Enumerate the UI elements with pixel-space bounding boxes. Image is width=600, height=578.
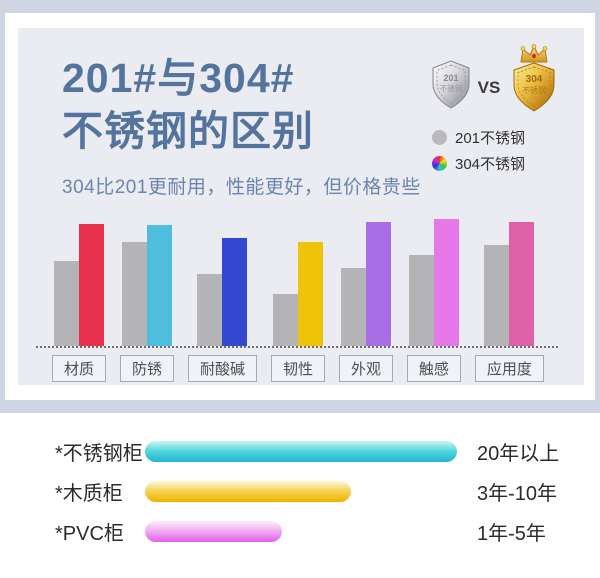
lifespan-row: *不锈钢柜 20年以上 [0,431,600,471]
bar-201 [408,255,434,346]
lifespan-label: *PVC柜 [55,522,124,545]
versus-block: 201 不锈钢 VS [416,44,576,176]
bar-304 [433,219,459,346]
bar-pair [272,216,323,346]
svg-text:不锈钢: 不锈钢 [522,85,546,95]
lifespan-bar [145,480,351,502]
page-title-line2: 不锈钢的区别 [62,108,314,154]
lifespan-bar-area [145,440,463,462]
lifespan-label: *木质柜 [55,482,123,505]
bar-304 [297,242,323,346]
lifespan-row: *木质柜 3年-10年 [0,471,600,511]
chart-baseline [36,346,558,348]
bar-pair [197,216,248,346]
bar-304 [365,222,391,346]
category-label: 防锈 [119,355,174,382]
svg-text:201: 201 [443,73,458,83]
lifespan-section: *不锈钢柜 20年以上 *木质柜 3年-10年 *PVC柜 1年-5年 [0,413,600,578]
bar-201 [484,245,510,346]
lifespan-value: 1年-5年 [477,522,546,545]
header-background: 201#与304# 不锈钢的区别 304比201更耐用，性能更好，但价格贵些 [0,0,600,413]
legend-label: 201不锈钢 [455,129,526,147]
lifespan-bar [145,520,282,542]
bar-201 [197,274,223,346]
bar-201 [121,242,147,346]
lifespan-label: *不锈钢柜 [55,442,143,465]
bar-201 [272,294,298,346]
chart-group: 防锈 [119,216,174,382]
chart-group: 应用度 [474,216,544,382]
bar-304 [509,222,535,346]
legend-item: 201不锈钢 [432,124,576,150]
bar-304 [79,224,104,346]
bar-304 [222,238,248,346]
bar-pair [340,216,391,346]
chart-group: 材质 [52,216,107,382]
rainbow-swatch-icon [432,155,447,171]
category-label: 耐酸碱 [187,355,257,382]
lifespan-value: 20年以上 [477,442,560,465]
badges: 201 不锈钢 VS [416,44,576,114]
bar-pair [408,216,459,346]
legend-label: 304不锈钢 [455,155,526,173]
category-label: 材质 [52,355,107,382]
category-label: 触感 [406,355,461,382]
lifespan-bar-area [145,520,463,542]
chart-group: 外观 [338,216,393,382]
gray-swatch-icon [432,129,447,145]
svg-text:304: 304 [526,74,543,85]
infographic-panel: 201#与304# 不锈钢的区别 304比201更耐用，性能更好，但价格贵些 [18,28,584,385]
chart-group: 耐酸碱 [187,216,257,382]
chart-groups: 材质 防锈 耐酸碱 韧性 外观 触感 应用度 [52,216,544,382]
bar-chart: 材质 防锈 耐酸碱 韧性 外观 触感 应用度 [36,216,558,382]
chart-group: 韧性 [270,216,325,382]
lifespan-bar-area [145,480,463,502]
bar-pair [54,216,104,346]
chart-group: 触感 [406,216,461,382]
bar-304 [146,225,172,346]
page-title-line1: 201#与304# [62,55,295,101]
lifespan-bar [145,440,457,462]
bar-pair [121,216,172,346]
title-block: 201#与304# 不锈钢的区别 304比201更耐用，性能更好，但价格贵些 [62,52,421,199]
vs-label: VS [477,78,501,97]
bar-pair [484,216,535,346]
lifespan-value: 3年-10年 [477,482,558,505]
legend-item: 304不锈钢 [432,150,576,176]
category-label: 应用度 [474,355,544,382]
category-label: 外观 [338,355,393,382]
lifespan-row: *PVC柜 1年-5年 [0,511,600,551]
shield-201-icon: 201 不锈钢 [432,60,470,109]
card: 201#与304# 不锈钢的区别 304比201更耐用，性能更好，但价格贵些 [5,13,595,400]
legend: 201不锈钢 304不锈钢 [416,124,576,176]
bar-201 [340,268,366,346]
shield-304-crown-icon: 304 不锈钢 [513,44,555,112]
category-label: 韧性 [270,355,325,382]
subtitle: 304比201更耐用，性能更好，但价格贵些 [62,177,421,198]
svg-text:不锈钢: 不锈钢 [439,83,462,93]
lifespan-rows: *不锈钢柜 20年以上 *木质柜 3年-10年 *PVC柜 1年-5年 [0,431,600,551]
bar-201 [54,261,79,346]
